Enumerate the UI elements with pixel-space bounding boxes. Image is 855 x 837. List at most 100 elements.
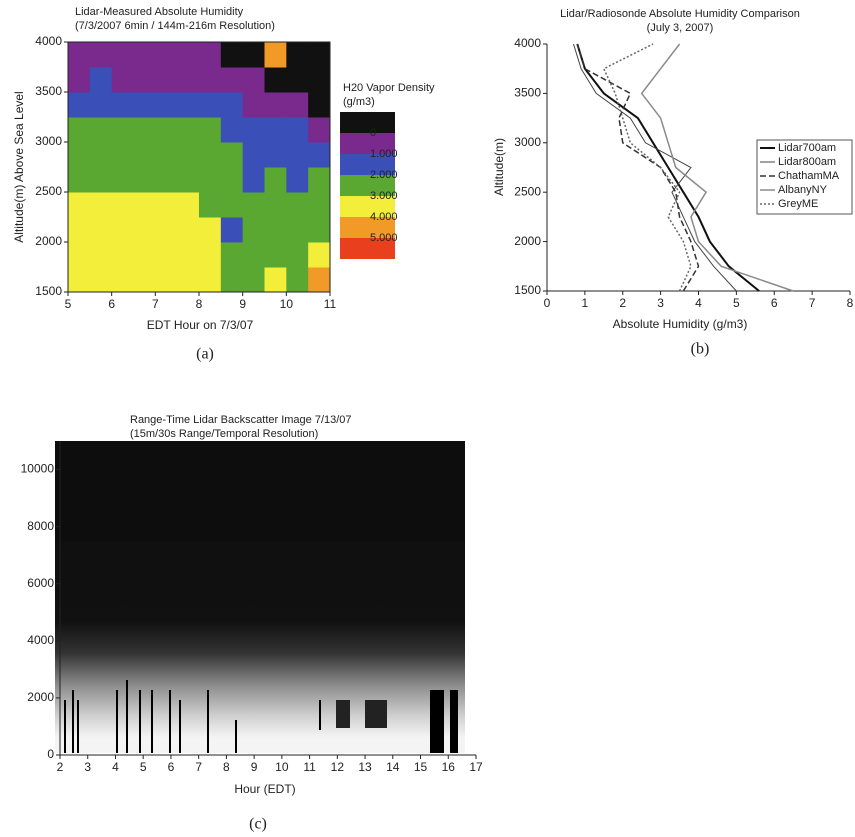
x-tick-label: 10 [280,297,294,311]
chart-subtitle: (July 3, 2007) [647,22,714,34]
colorbar-label: 3.000 [370,190,398,202]
x-tick-label: 9 [251,760,258,774]
chart-title: Range-Time Lidar Backscatter Image 7/13/… [130,414,352,426]
y-tick-label: 1500 [514,283,541,297]
chart-subtitle: (15m/30s Range/Temporal Resolution) [130,428,318,440]
x-tick-label: 2 [57,760,64,774]
caption: (c) [249,816,267,833]
x-tick-label: 17 [469,760,483,774]
x-tick-label: 3 [84,760,91,774]
heat-cell [264,42,287,68]
heat-cell [220,67,244,93]
y-tick-label: 10000 [21,462,55,476]
y-tick-label: 3500 [35,84,62,98]
heat-cell [199,217,222,243]
x-tick-label: 4 [112,760,119,774]
heat-cell [68,242,91,268]
heat-cell [89,167,113,193]
heat-cell [220,217,244,243]
heat-cell [308,67,331,93]
caption: (a) [196,346,214,363]
heat-cell [242,242,265,268]
heat-cell [177,142,200,168]
heat-cell [111,67,134,93]
heat-cell [155,267,178,293]
heat-cell [264,242,287,268]
x-tick-label: 6 [168,760,175,774]
heat-cell [220,142,244,168]
y-tick-label: 3000 [514,135,541,149]
colorbar-swatch [340,175,395,196]
heat-cell [220,192,244,218]
heat-cell [177,217,200,243]
legend-label: Lidar700am [778,142,836,154]
heat-cell [68,267,91,293]
heat-cell [155,142,178,168]
profile-line [573,43,737,292]
heat-cell [177,92,200,118]
x-tick-label: 6 [108,297,115,311]
heat-cell [242,92,265,118]
heat-cell [308,242,331,268]
colorbar-label: 0 [370,127,376,139]
heat-cell [242,192,265,218]
x-tick-label: 11 [303,760,316,774]
heat-cell [111,167,134,193]
y-tick-label: 3500 [514,86,541,100]
heat-cell [308,117,331,143]
y-tick-label: 2000 [514,234,541,248]
legend-label: ChathamMA [778,170,840,182]
colorbar-label: 1.000 [370,148,398,160]
x-axis-label: EDT Hour on 7/3/07 [147,318,254,332]
heat-cell [308,267,331,293]
colorbar-label: 5.000 [370,232,398,244]
profile-line [640,43,794,292]
heat-cell [286,92,309,118]
heat-cell [286,67,309,93]
heat-cell [111,142,134,168]
heat-cell [286,42,309,68]
heat-cell [89,92,113,118]
colorbar-label: 2.000 [370,169,398,181]
heat-cell [199,92,222,118]
colorbar-swatch [340,196,395,217]
heat-cell [286,242,309,268]
heat-cell [177,267,200,293]
legend-label: GreyME [778,198,818,210]
heat-cell [199,42,222,68]
heat-cell [242,142,265,168]
chart-title: Lidar-Measured Absolute Humidity [75,6,244,18]
y-tick-label: 2000 [35,234,62,248]
y-axis-label: Altitude(m) Above Sea Level [12,91,26,242]
heat-cell [199,267,222,293]
heat-cell [68,142,91,168]
y-tick-label: 4000 [27,633,54,647]
heat-cell [220,42,244,68]
backscatter-image [55,441,465,753]
y-tick-label: 3000 [35,134,62,148]
x-tick-label: 10 [275,760,289,774]
heat-cell [68,217,91,243]
heat-cell [242,267,265,293]
colorbar-title: H20 Vapor Density [343,82,435,94]
heat-cell [264,192,287,218]
x-tick-label: 13 [358,760,372,774]
y-tick-label: 1500 [35,284,62,298]
x-tick-label: 14 [386,760,400,774]
heat-cell [111,192,134,218]
caption: (b) [691,341,710,358]
heat-cell [133,42,156,68]
x-tick-label: 12 [331,760,345,774]
x-tick-label: 1 [582,296,589,310]
heat-cell [133,267,156,293]
legend-label: Lidar800am [778,156,836,168]
heat-cell [155,117,178,143]
colorbar-label: 4.000 [370,211,398,223]
x-tick-label: 5 [733,296,740,310]
heat-cell [111,42,134,68]
heat-cell [177,42,200,68]
heat-cell [264,217,287,243]
x-tick-label: 8 [847,296,854,310]
heat-cell [89,142,113,168]
y-tick-label: 8000 [27,519,54,533]
